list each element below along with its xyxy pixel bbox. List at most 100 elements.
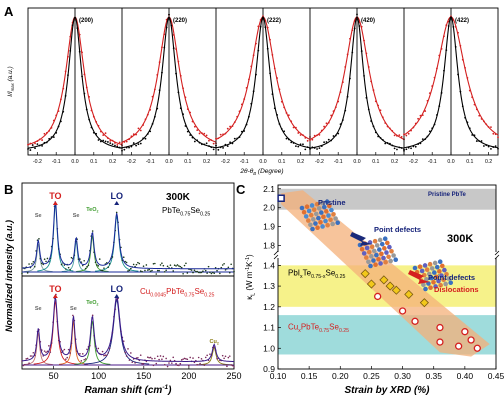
x-tick-label: 0.0 xyxy=(259,159,266,165)
x-tick-label: 0.2 xyxy=(203,159,210,165)
strained-curve-point xyxy=(452,19,455,21)
lattice-atom xyxy=(304,204,310,210)
raman-point xyxy=(87,264,90,267)
strained-curve-point xyxy=(494,133,497,136)
pristine-curve-point xyxy=(255,73,257,76)
pristine-curve-point xyxy=(154,115,156,118)
strained-curve-point xyxy=(125,140,128,143)
lattice-atom xyxy=(368,263,373,269)
lattice-atom xyxy=(335,220,341,226)
raman-point xyxy=(91,314,94,317)
raman-point xyxy=(204,269,207,272)
pristine-curve-point xyxy=(236,137,239,140)
strained-curve-point xyxy=(233,121,236,124)
pristine-curve-point xyxy=(271,93,274,96)
strained-curve-point xyxy=(377,104,380,107)
pristine-curve-point xyxy=(497,147,499,150)
pristine-curve-point xyxy=(487,145,490,148)
pristine-curve-point xyxy=(250,102,253,105)
raman-point xyxy=(132,263,135,266)
raman-point xyxy=(122,340,125,342)
x-tick-label: 150 xyxy=(136,371,151,381)
strained-curve-point xyxy=(99,130,102,133)
strained-curve-point xyxy=(483,120,485,123)
raman-point xyxy=(29,355,32,357)
y-tick-label: 1.0 xyxy=(263,343,275,353)
strained-curve-point xyxy=(158,61,161,64)
lattice-atom xyxy=(387,244,392,250)
raman-point xyxy=(46,350,49,353)
strained-curve-point xyxy=(255,42,257,45)
raman-point xyxy=(224,355,227,358)
raman-point xyxy=(156,269,159,272)
raman-point xyxy=(65,358,67,360)
pristine-curve-point xyxy=(386,141,389,144)
raman-point xyxy=(224,269,227,271)
lattice-atom xyxy=(444,271,449,277)
lattice-atom xyxy=(374,243,380,248)
raman-point xyxy=(192,271,194,274)
cu-point xyxy=(436,323,444,332)
strained-curve-point xyxy=(426,99,429,102)
strained-curve-point xyxy=(478,114,481,117)
raman-point xyxy=(185,358,187,360)
raman-point xyxy=(142,362,145,365)
pristine-curve-point xyxy=(50,136,53,139)
strained-curve-point xyxy=(302,134,304,136)
raman-point xyxy=(172,356,175,359)
strained-curve-point xyxy=(337,100,340,103)
fit-component xyxy=(196,347,233,366)
raman-point xyxy=(31,355,33,357)
raman-point xyxy=(207,265,210,268)
pristine-point xyxy=(277,194,285,202)
lattice-atom xyxy=(436,278,441,284)
raman-point xyxy=(148,268,150,271)
strained-curve-point xyxy=(273,67,276,70)
pristine-curve-point xyxy=(88,118,90,121)
strained-curve-point xyxy=(438,54,441,57)
strained-curve-point xyxy=(95,120,98,123)
pristine-curve-point xyxy=(74,17,76,19)
raman-point xyxy=(26,272,29,274)
lattice-atom xyxy=(432,260,438,266)
pristine-curve-point xyxy=(490,148,492,150)
strained-curve-point xyxy=(240,103,243,106)
raman-point xyxy=(135,263,138,266)
lattice-atom xyxy=(329,207,334,213)
x-tick-label: 100 xyxy=(91,371,106,381)
pristine-curve-point xyxy=(417,143,419,145)
strained-curve-point xyxy=(473,103,476,106)
strained-curve-point xyxy=(490,126,492,129)
peak-label: (222) xyxy=(267,18,281,24)
strained-curve-point xyxy=(67,55,69,58)
raman-point xyxy=(178,265,180,267)
pristine-curve-point xyxy=(62,110,65,113)
raman-point xyxy=(168,362,170,364)
strained-curve-point xyxy=(243,98,246,100)
raman-point xyxy=(166,265,169,268)
pristine-curve-point xyxy=(398,146,401,149)
raman-point xyxy=(145,360,148,363)
pristine-curve-point xyxy=(454,45,457,48)
raman-point xyxy=(154,357,156,360)
raman-point xyxy=(162,264,165,267)
pristine-curve xyxy=(309,15,405,149)
annotation-label: Dislocations xyxy=(434,285,479,294)
lattice-atom xyxy=(309,203,315,208)
pristine-curve-point xyxy=(410,147,412,150)
pristine-curve-point xyxy=(353,27,356,30)
strained-curve-point xyxy=(332,110,335,113)
pristine-curve-point xyxy=(492,146,495,148)
raman-point xyxy=(223,262,225,265)
pristine-curve-point xyxy=(99,140,102,143)
raman-point xyxy=(137,356,139,359)
raman-point xyxy=(228,355,231,357)
pristine-curve-point xyxy=(163,46,166,49)
raman-point xyxy=(70,256,73,259)
raman-point xyxy=(226,365,228,368)
lattice-atom xyxy=(311,207,317,212)
strained-curve-point xyxy=(201,132,203,135)
peak-label: TeO2 xyxy=(86,300,98,307)
pristine-curve-point xyxy=(299,143,302,146)
raman-point xyxy=(159,355,162,357)
